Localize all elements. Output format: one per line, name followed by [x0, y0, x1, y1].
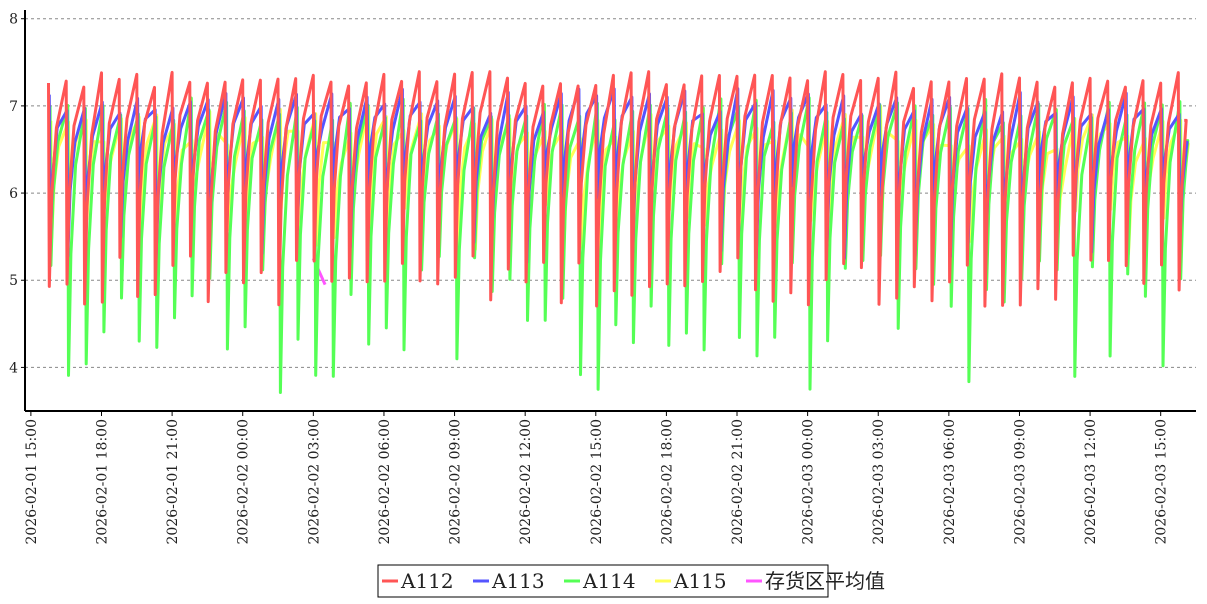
legend-label-存货区平均值: 存货区平均值 [765, 569, 885, 593]
y-tick-label: 6 [9, 186, 18, 202]
x-tick-label: 2026-02-02 18:00 [659, 419, 675, 545]
x-tick-label: 2026-02-03 15:00 [1154, 419, 1170, 545]
axis-layer: 4 5 6 7 8 2026-02-01 15:00 2026-02-01 18:00 202… [9, 10, 1196, 545]
x-tick-label: 2026-02-02 09:00 [448, 419, 464, 545]
y-tick-label: 5 [9, 273, 18, 289]
series-line-A112 [47, 70, 1188, 308]
x-tick-label: 2026-02-02 12:00 [518, 419, 534, 545]
x-tick-label: 2026-02-03 09:00 [1012, 419, 1028, 545]
x-tick-label: 2026-02-03 00:00 [801, 419, 817, 545]
x-tick-label: 2026-02-02 21:00 [730, 419, 746, 545]
x-tick-label: 2026-02-03 03:00 [871, 419, 887, 545]
legend: A112 A113 A114 A115 存货区平均值 [377, 564, 885, 598]
x-tick-label: 2026-02-03 12:00 [1083, 419, 1099, 545]
y-tick-label: 7 [9, 99, 18, 115]
x-tick-label: 2026-02-02 03:00 [306, 419, 322, 545]
x-tick-label: 2026-02-02 15:00 [589, 419, 605, 545]
legend-label-A113: A113 [491, 569, 545, 593]
legend-label-A115: A115 [673, 569, 727, 593]
x-tick-label: 2026-02-01 21:00 [165, 419, 181, 545]
y-tick-label: 4 [9, 360, 18, 376]
x-tick-label: 2026-02-01 18:00 [94, 419, 110, 545]
x-tick-label: 2026-02-02 06:00 [377, 419, 393, 545]
legend-label-A114: A114 [582, 569, 636, 593]
series-layer [47, 70, 1190, 394]
legend-label-A112: A112 [400, 569, 454, 593]
y-tick-label: 8 [9, 12, 18, 28]
x-tick-label: 2026-02-02 00:00 [236, 419, 252, 545]
x-tick-label: 2026-02-03 06:00 [942, 419, 958, 545]
x-tick-label: 2026-02-01 15:00 [24, 419, 40, 545]
